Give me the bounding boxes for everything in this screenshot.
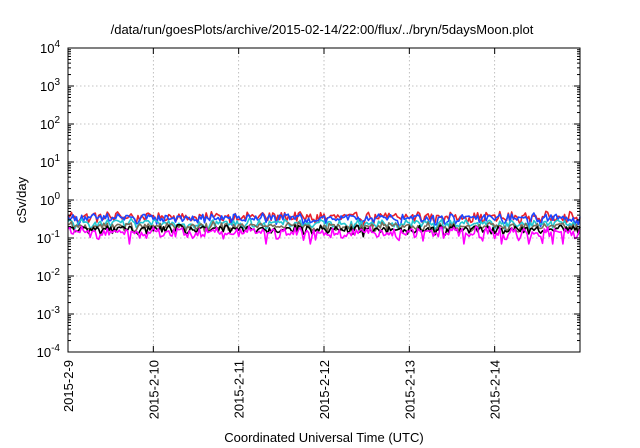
y-tick-label: 10-1	[37, 229, 61, 246]
series-line	[67, 217, 581, 232]
series-lines	[67, 210, 581, 245]
y-tick-label: 10-4	[37, 343, 61, 360]
y-tick-label: 104	[40, 39, 60, 56]
y-tick-label: 103	[40, 77, 60, 94]
y-axis-label: cSv/day	[14, 176, 29, 223]
series-line	[67, 210, 581, 227]
y-tick-label: 101	[40, 153, 60, 170]
x-tick-label: 2015-2-9	[61, 360, 76, 412]
x-tick-label: 2015-2-14	[488, 360, 503, 419]
x-tick-label: 2015-2-11	[232, 360, 247, 418]
y-tick-label: 10-3	[37, 305, 61, 322]
x-tick-label: 2015-2-10	[146, 360, 161, 419]
x-tick-label: 2015-2-12	[317, 360, 332, 419]
y-axis: 104 103 102 101 100 10-1 10-2 10-3 10-4	[37, 39, 580, 360]
series-line	[67, 220, 581, 233]
y-tick-label: 10-2	[37, 267, 61, 284]
x-axis: 2015-2-9 2015-2-10 2015-2-11 2015-2-12 2015-…	[61, 48, 503, 419]
grid	[68, 48, 580, 352]
chart-title: /data/run/goesPlots/archive/2015-02-14/2…	[111, 22, 534, 37]
x-tick-label: 2015-2-13	[402, 360, 417, 419]
x-axis-label: Coordinated Universal Time (UTC)	[224, 430, 423, 445]
series-line	[67, 225, 581, 245]
series-line	[67, 224, 581, 238]
y-tick-label: 102	[40, 115, 60, 132]
y-tick-label: 100	[40, 191, 60, 208]
